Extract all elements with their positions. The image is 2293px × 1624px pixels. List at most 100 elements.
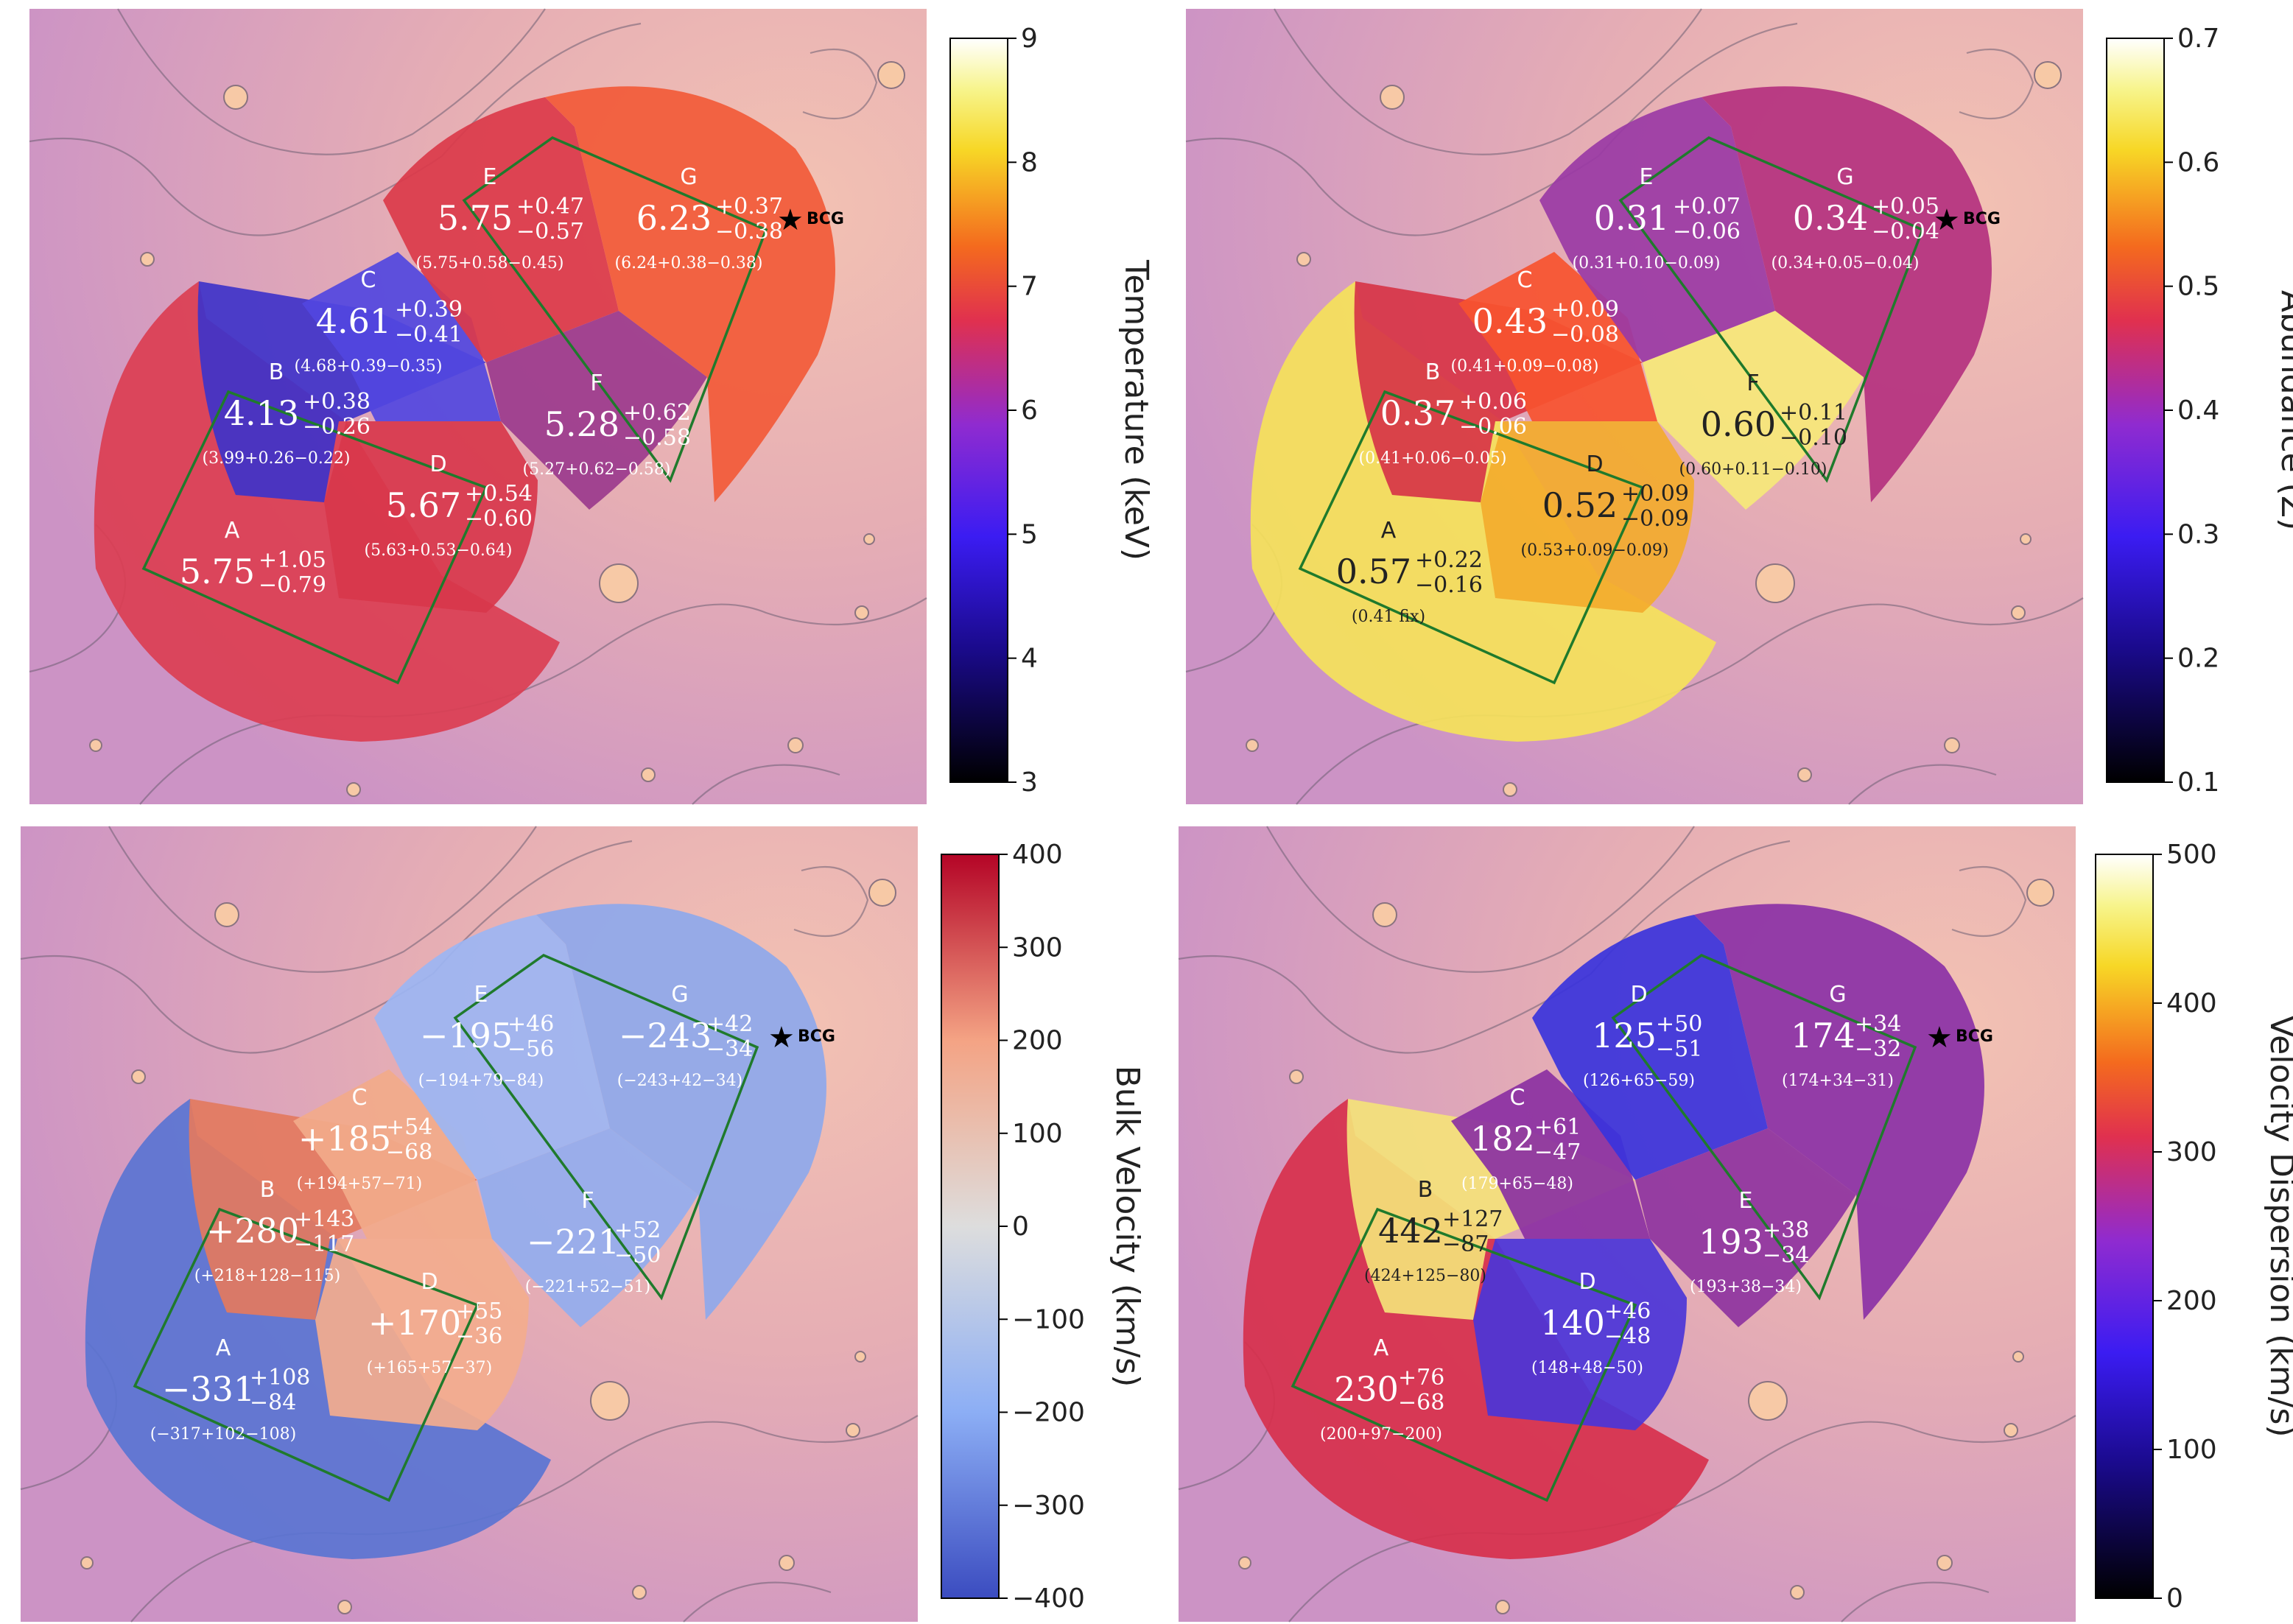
point-source xyxy=(1797,767,1812,782)
point-source xyxy=(2020,533,2032,545)
region-value-g: 0.34 xyxy=(1793,198,1868,238)
region-alt-value: (+194+57−71) xyxy=(297,1175,422,1193)
point-source xyxy=(2004,1423,2018,1438)
region-alt-value: (6.24+0.38−0.38) xyxy=(615,254,763,273)
colorbar-tick-label: −200 xyxy=(1012,1398,1085,1428)
region-alt-value: (0.53+0.09−0.09) xyxy=(1521,541,1669,560)
contour-line xyxy=(1951,865,2027,937)
bcg-label: BCG xyxy=(807,210,844,228)
colorbar-tick-label: 8 xyxy=(1021,147,1038,177)
contour-line xyxy=(802,48,878,119)
point-source xyxy=(1944,737,1960,753)
bcg-star-icon: ★ xyxy=(777,203,804,237)
region-value-a: 230 xyxy=(1334,1369,1399,1409)
region-alt-value: (−194+79−84) xyxy=(418,1072,544,1090)
region-err-minus: −56 xyxy=(508,1036,554,1062)
point-source xyxy=(2034,61,2062,89)
region-err-minus: −0.57 xyxy=(516,219,584,245)
region-err-minus: −68 xyxy=(1398,1390,1444,1416)
colorbar-tick-label: −300 xyxy=(1012,1491,1085,1521)
region-err-plus: +50 xyxy=(1656,1011,1702,1037)
contour-line xyxy=(1274,8,1702,155)
region-value-c: 182 xyxy=(1470,1119,1535,1159)
region-err-minus: −87 xyxy=(1442,1231,1489,1257)
region-g xyxy=(536,904,826,1320)
colorbar-tick-label: 0.6 xyxy=(2177,147,2219,177)
point-source xyxy=(854,1351,866,1363)
region-e xyxy=(1635,1128,1856,1327)
contour-line xyxy=(108,826,537,973)
colorbar-tick-label: −100 xyxy=(1012,1304,1085,1335)
region-name-c: C xyxy=(361,267,376,293)
colorbar-gradient xyxy=(2106,38,2165,783)
colorbar-tick-label: 0.1 xyxy=(2177,767,2219,798)
region-name-f: F xyxy=(581,1188,594,1214)
region-alt-value: (5.27+0.62−0.58) xyxy=(523,460,671,479)
pointing-box xyxy=(1298,390,1645,685)
point-source xyxy=(140,252,155,267)
region-err-minus: −0.58 xyxy=(623,425,691,451)
point-source xyxy=(1495,1600,1510,1614)
region-err-minus: −0.06 xyxy=(1673,219,1741,245)
contour-line xyxy=(29,22,642,236)
point-source xyxy=(632,1585,647,1600)
region-err-minus: −0.10 xyxy=(1780,425,1847,451)
point-source xyxy=(214,902,239,927)
bcg-star-icon: ★ xyxy=(768,1021,795,1055)
region-err-minus: −51 xyxy=(1656,1036,1702,1062)
region-err-plus: +0.54 xyxy=(465,481,533,507)
region-err-plus: +127 xyxy=(1442,1206,1503,1232)
region-value-d: 0.52 xyxy=(1542,485,1618,525)
region-name-a: A xyxy=(225,518,240,544)
colorbar-label: Temperature (keV) xyxy=(1117,259,1155,560)
colorbar-gradient xyxy=(949,38,1008,783)
contour-line xyxy=(1185,22,1798,236)
colorbar-tick-label: 400 xyxy=(2166,988,2217,1019)
point-source xyxy=(779,1555,795,1571)
region-name-e: E xyxy=(1640,164,1654,190)
region-alt-value: (0.34+0.05−0.04) xyxy=(1771,254,1920,273)
colorbar-tick-label: 300 xyxy=(1012,932,1063,963)
region-alt-value: (+165+57−37) xyxy=(367,1359,492,1377)
point-source xyxy=(877,61,905,89)
region-alt-value: (0.41+0.09−0.08) xyxy=(1451,357,1599,376)
region-f xyxy=(1643,311,1864,510)
contour-line xyxy=(20,840,633,1054)
point-source xyxy=(337,1600,352,1614)
pointing-box xyxy=(133,1207,480,1502)
colorbar-tick-label: 6 xyxy=(1021,396,1038,426)
colorbar-tick-label: 300 xyxy=(2166,1137,2217,1167)
region-err-plus: +46 xyxy=(1604,1298,1651,1324)
pointing-box xyxy=(1618,136,1925,483)
point-source xyxy=(2012,1351,2024,1363)
region-name-b: B xyxy=(269,359,284,385)
region-alt-value: (+218+128−115) xyxy=(194,1267,340,1285)
region-err-minus: −0.26 xyxy=(303,414,371,440)
region-err-minus: −48 xyxy=(1604,1324,1651,1349)
contour-line xyxy=(683,1581,832,1623)
region-alt-value: (0.41+0.06−0.05) xyxy=(1359,449,1507,468)
region-err-plus: +61 xyxy=(1534,1114,1581,1140)
region-value-a: 5.75 xyxy=(180,552,255,591)
point-source xyxy=(846,1423,860,1438)
colorbar-tick-label: 0 xyxy=(2166,1583,2183,1614)
region-err-plus: +0.22 xyxy=(1415,547,1483,573)
point-source xyxy=(131,1069,146,1084)
colorbar-bulk_velocity: −400 −300 −200 −100 0 100 200 300 400 Bulk Veloci… xyxy=(941,840,1146,1614)
region-name-d_top: D xyxy=(1630,982,1647,1008)
point-source xyxy=(590,1381,630,1421)
region-d xyxy=(324,421,538,613)
region-f xyxy=(477,1128,698,1327)
contour-line xyxy=(1959,48,2034,119)
region-err-minus: −36 xyxy=(456,1324,502,1349)
region-err-minus: −34 xyxy=(1763,1242,1809,1268)
region-value-f: 0.60 xyxy=(1701,404,1776,444)
region-err-minus: −0.41 xyxy=(395,322,463,348)
region-value-b: +280 xyxy=(206,1211,299,1251)
region-err-plus: +0.38 xyxy=(303,389,371,415)
colorbar-tick-label: 400 xyxy=(1012,840,1063,870)
point-source xyxy=(80,1556,94,1569)
region-name-c: C xyxy=(1517,267,1533,293)
panel-bulk_velocity: ★ BCGA−331+108−84(−317+102−108)B+280+143−… xyxy=(20,826,919,1623)
region-name-g: G xyxy=(1829,982,1846,1008)
